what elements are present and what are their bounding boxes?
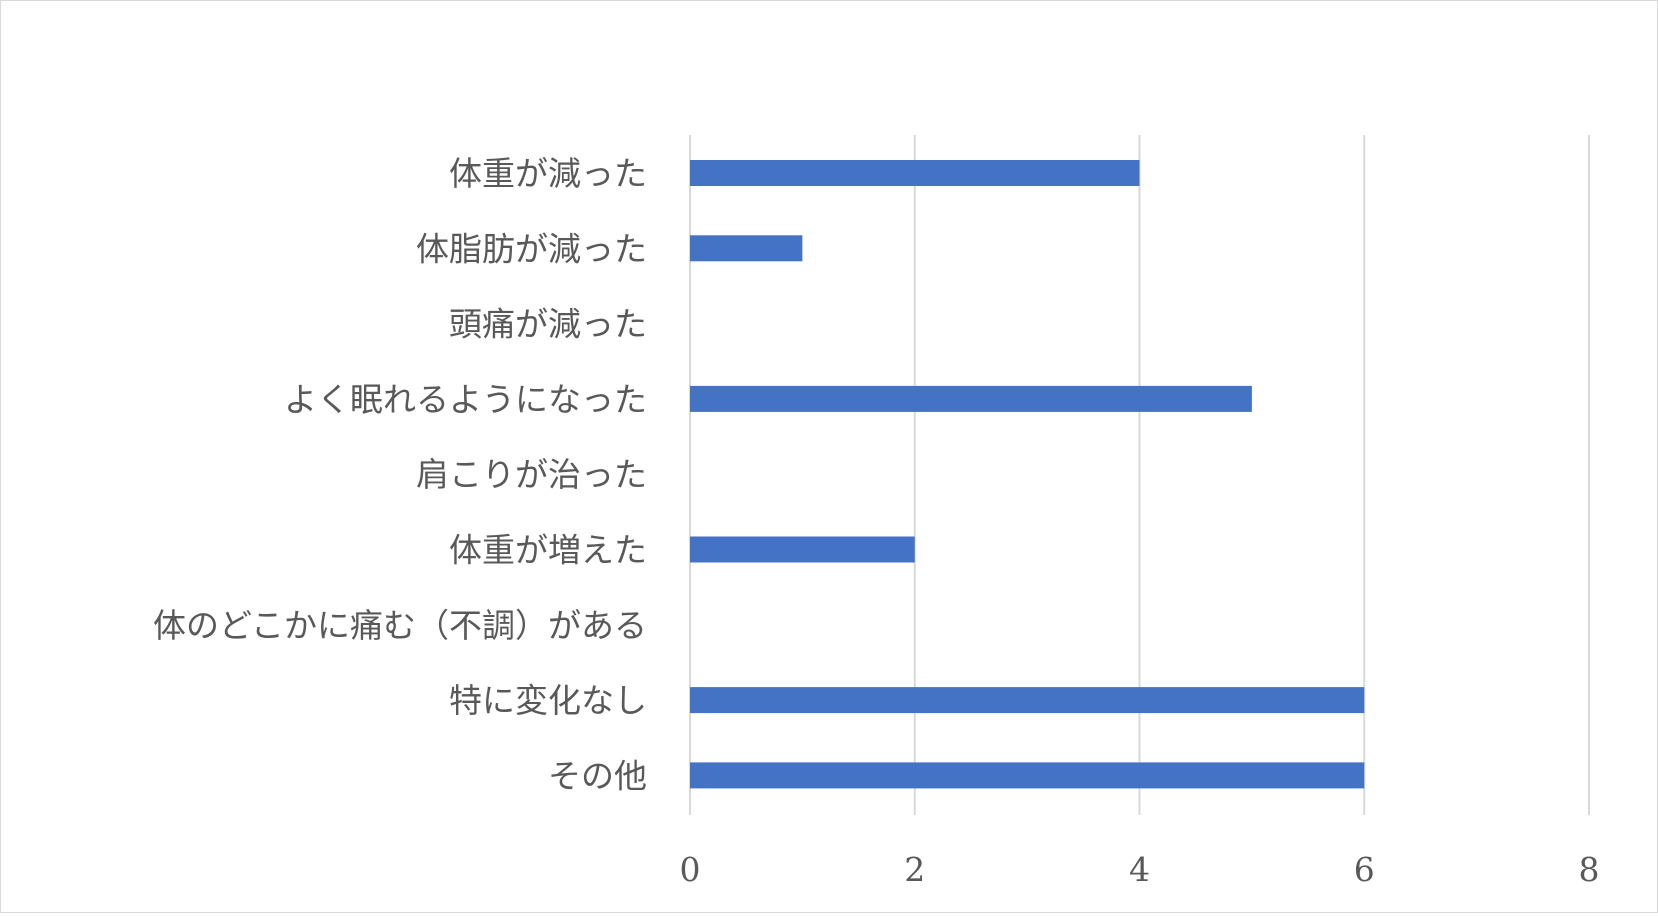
bar [690, 160, 1140, 186]
x-tick-label: 4 [1129, 850, 1150, 889]
x-tick-label: 6 [1354, 850, 1375, 889]
bars [690, 160, 1365, 789]
bar [690, 235, 803, 262]
bar [690, 762, 1365, 789]
bar [690, 385, 1252, 412]
x-tick-label: 0 [680, 850, 701, 889]
category-label: その他 [548, 756, 647, 795]
x-tick-labels: 0 2 4 6 8 [680, 850, 1600, 889]
bar [690, 687, 1365, 714]
x-tick-label: 2 [904, 850, 925, 889]
category-label: 体脂肪が減った [416, 229, 647, 268]
category-label: 特に変化なし [449, 681, 647, 720]
category-label: 体重が増えた [449, 531, 647, 570]
category-label: 体重が減った [449, 154, 647, 193]
category-label: よく眠れるようになった [284, 380, 647, 419]
category-label: 頭痛が減った [449, 305, 647, 344]
category-labels: 体重が減った体脂肪が減った頭痛が減ったよく眠れるようになった肩こりが治った体重が… [153, 154, 647, 795]
bar [690, 536, 915, 563]
category-label: 体のどこかに痛む（不調）がある [153, 606, 647, 645]
category-label: 肩こりが治った [416, 455, 647, 494]
x-tick-label: 8 [1579, 850, 1600, 889]
